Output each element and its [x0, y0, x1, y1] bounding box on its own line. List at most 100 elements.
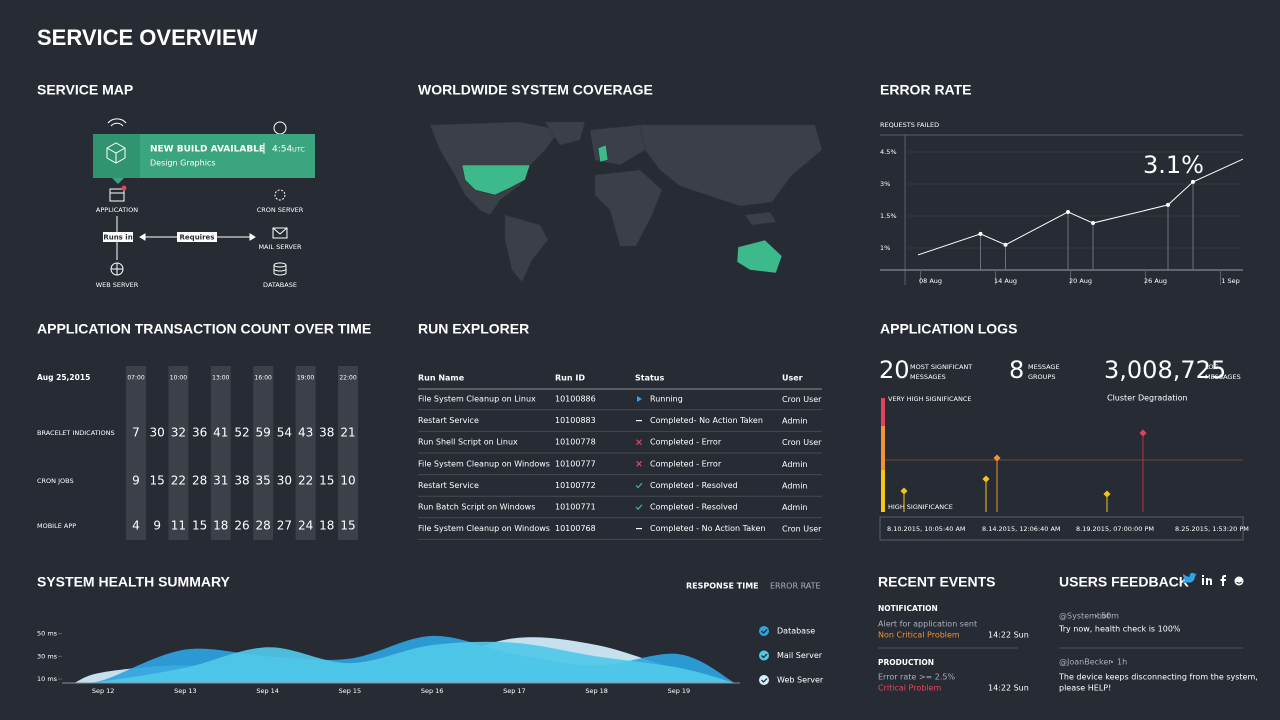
x-tick-label: Sep 13 — [174, 687, 197, 695]
section-title: RUN EXPLORER — [418, 321, 529, 337]
run-name: Run Batch Script on Windows — [418, 503, 535, 512]
cell: 22 — [298, 474, 313, 488]
social-icons — [1183, 572, 1244, 586]
db-icon-body — [273, 265, 287, 276]
y-tick-label: 1.5% — [880, 212, 897, 220]
stat-label: GROUPS — [1028, 373, 1055, 381]
notification-subtitle: Design Graphics — [150, 159, 216, 168]
dot — [1111, 661, 1113, 663]
column-label: 16:00 — [255, 375, 272, 382]
stat-label: MESSAGES — [1205, 373, 1241, 381]
covered-region — [736, 239, 783, 274]
tab[interactable]: RESPONSE TIME — [686, 582, 759, 591]
column-header: User — [782, 374, 803, 383]
level-label: HIGH SIGNIFICANCE — [888, 503, 953, 511]
column-band — [126, 366, 146, 540]
section-title: RECENT EVENTS — [878, 574, 995, 590]
stat-value: 20 — [879, 356, 910, 384]
cell: 35 — [256, 474, 271, 488]
continent — [504, 214, 549, 283]
event-marker — [900, 487, 908, 495]
post-author: @JoanBecker — [1059, 658, 1112, 667]
cell: 38 — [319, 426, 334, 440]
run-name: Run Shell Script on Linux — [418, 438, 518, 447]
run-id: 10100771 — [555, 503, 596, 512]
run-status: Completed - Resolved — [650, 481, 738, 490]
stat-label: LOG — [1205, 363, 1219, 371]
cell: 31 — [213, 474, 228, 488]
edge-label: Runs in — [103, 234, 132, 242]
covered-region — [597, 144, 609, 163]
x-tick-label: Sep 14 — [256, 687, 279, 695]
section-title: SERVICE MAP — [37, 82, 133, 98]
web-icon-lines — [111, 263, 123, 275]
cell: 15 — [340, 519, 355, 533]
smiley-icon[interactable] — [1234, 576, 1244, 586]
linkedin-icon-dot[interactable] — [1202, 575, 1204, 577]
cell: 27 — [277, 519, 292, 533]
line — [917, 158, 1244, 256]
wifi-icon — [107, 118, 127, 127]
point — [1003, 242, 1008, 247]
edge-label-box — [177, 232, 217, 242]
level-label: VERY HIGH SIGNIFICANCE — [888, 395, 972, 403]
status-icon — [635, 504, 643, 511]
legend-label: Web Server — [777, 676, 824, 685]
cell: 28 — [192, 474, 207, 488]
x-tick-label: Sep 12 — [92, 687, 115, 695]
column-label: 13:00 — [212, 375, 229, 382]
continent — [639, 124, 823, 207]
run-name: Restart Service — [418, 416, 479, 425]
y-tick-label: 50 ms — [37, 630, 58, 638]
cell: 11 — [171, 519, 186, 533]
y-tick-label: 1% — [880, 244, 890, 252]
notification-time: 4:54 — [272, 145, 292, 155]
y-tick-label: 10 ms — [37, 675, 58, 683]
cell: 54 — [277, 426, 292, 440]
legend-check — [761, 653, 768, 659]
smiley-mouth[interactable] — [1236, 581, 1242, 584]
cell: 15 — [192, 519, 207, 533]
event-category: NOTIFICATION — [878, 604, 938, 613]
cell: 24 — [298, 519, 313, 533]
cell: 36 — [192, 426, 207, 440]
node-label: DATABASE — [263, 281, 297, 289]
cell: 26 — [234, 519, 249, 533]
column-band — [338, 366, 358, 540]
point — [1191, 179, 1195, 184]
notification-title: NEW BUILD AVAILABLE — [150, 145, 265, 155]
level-bar — [881, 398, 885, 426]
run-name: Restart Service — [418, 481, 479, 490]
run-user: Cron User — [782, 438, 822, 447]
cell: 41 — [213, 426, 228, 440]
y-tick-label: 4.5% — [880, 148, 897, 156]
legend-check — [761, 678, 768, 683]
run-user: Admin — [782, 503, 808, 512]
arrow-heads — [139, 233, 256, 241]
edge-label-box — [103, 232, 133, 242]
area — [74, 641, 735, 684]
stat-label: MESSAGE — [1028, 363, 1060, 371]
column-label: 19:00 — [297, 375, 314, 382]
annotation: 3.1% — [1143, 151, 1204, 179]
linkedin-icon[interactable] — [1202, 578, 1204, 585]
linkedin-icon-n[interactable] — [1206, 578, 1212, 585]
column-header: Run ID — [555, 374, 585, 383]
twitter-icon[interactable] — [1183, 572, 1197, 584]
tab[interactable]: ERROR RATE — [770, 582, 821, 591]
legend-label: Mail Server — [777, 651, 823, 660]
point — [978, 231, 983, 236]
section-title: ERROR RATE — [880, 82, 972, 98]
table-date: Aug 25,2015 — [37, 373, 90, 382]
run-user: Admin — [782, 481, 808, 490]
post-age: 1h — [1117, 658, 1127, 667]
legend-marker — [759, 650, 769, 661]
x-tick-label: 26 Aug — [1144, 277, 1167, 285]
cell: 18 — [213, 519, 228, 533]
covered-region — [461, 164, 531, 196]
facebook-icon[interactable] — [1220, 575, 1227, 586]
cell: 15 — [319, 474, 334, 488]
row-label: MOBILE APP — [37, 522, 76, 530]
cell: 59 — [256, 426, 271, 440]
cell: 7 — [132, 426, 140, 440]
